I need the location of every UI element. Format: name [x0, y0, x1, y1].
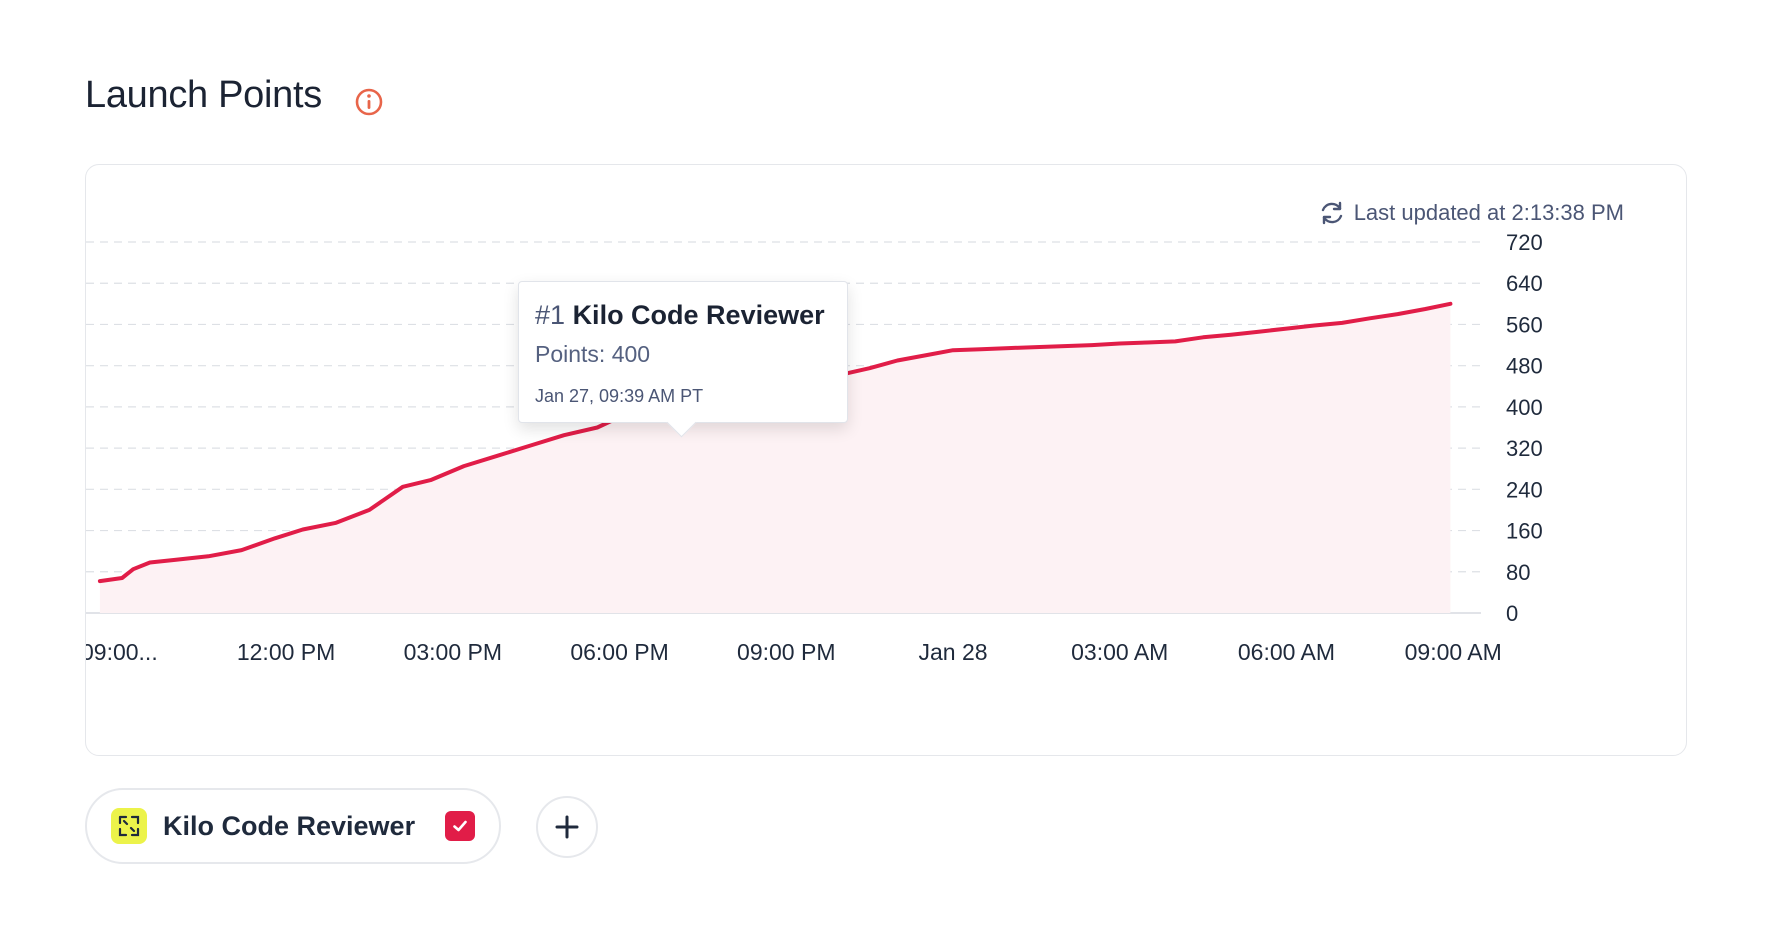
- x-tick-label: 12:00 PM: [237, 639, 335, 665]
- x-tick-label: 03:00 AM: [1071, 639, 1168, 665]
- legend-chip-kilo-code-reviewer[interactable]: Kilo Code Reviewer: [85, 788, 501, 864]
- tooltip-heading: #1 Kilo Code Reviewer: [535, 300, 831, 331]
- x-tick-label: 09:00...: [86, 639, 158, 665]
- plus-icon: [555, 815, 579, 839]
- y-tick-label: 0: [1506, 601, 1518, 626]
- y-tick-label: 320: [1506, 436, 1543, 461]
- info-icon[interactable]: [353, 86, 385, 118]
- legend-label: Kilo Code Reviewer: [163, 810, 416, 841]
- page-title: Launch Points: [85, 74, 322, 116]
- y-tick-label: 80: [1506, 560, 1530, 585]
- tooltip-points: Points: 400: [535, 341, 651, 367]
- refresh-icon[interactable]: [1318, 199, 1346, 227]
- last-updated-text: Last updated at 2:13:38 PM: [1353, 200, 1624, 225]
- x-tick-label: 09:00 AM: [1405, 639, 1502, 665]
- x-tick-label: 06:00 AM: [1238, 639, 1335, 665]
- tooltip-date: Jan 27, 09:39 AM PT: [535, 386, 704, 406]
- kilo-logo-icon: [111, 808, 147, 844]
- y-tick-label: 640: [1506, 271, 1543, 296]
- add-series-button[interactable]: [536, 796, 598, 858]
- y-tick-label: 560: [1506, 312, 1543, 337]
- check-icon[interactable]: [445, 811, 475, 841]
- series-area: [99, 303, 1451, 613]
- y-tick-label: 480: [1506, 354, 1543, 379]
- y-tick-label: 400: [1506, 395, 1543, 420]
- y-tick-label: 720: [1506, 230, 1543, 255]
- chart-card: 720 640 560 480 400 320 240 160 80 0 09:00... 12:00…: [85, 164, 1687, 756]
- x-tick-label: Jan 28: [918, 639, 987, 665]
- y-tick-label: 240: [1506, 477, 1543, 502]
- y-tick-label: 160: [1506, 519, 1543, 544]
- tooltip-rank: #1: [535, 300, 566, 330]
- launch-points-chart[interactable]: 720 640 560 480 400 320 240 160 80 0 09:00... 12:00…: [86, 165, 1686, 755]
- x-tick-label: 09:00 PM: [737, 639, 835, 665]
- x-tick-label: 03:00 PM: [404, 639, 502, 665]
- last-updated: Last updated at 2:13:38 PM: [1318, 199, 1624, 227]
- x-tick-label: 06:00 PM: [570, 639, 668, 665]
- tooltip-name: Kilo Code Reviewer: [572, 300, 825, 330]
- chart-tooltip: #1 Kilo Code Reviewer Points: 400 Jan 27…: [518, 281, 848, 423]
